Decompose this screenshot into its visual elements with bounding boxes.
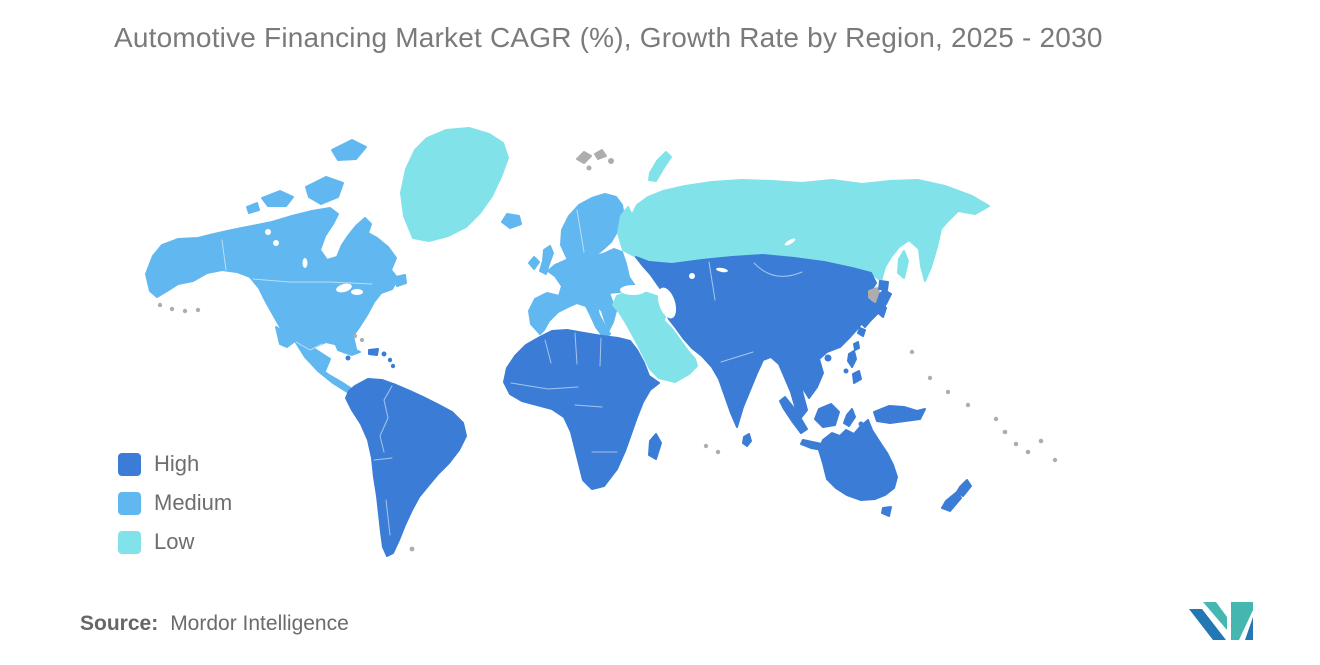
region-caribbean	[345, 348, 396, 369]
region-asia	[635, 254, 887, 447]
legend-swatch-low	[118, 530, 141, 554]
region-new-zealand	[941, 479, 972, 512]
legend-item-medium: Medium	[118, 491, 232, 515]
legend-swatch-high	[118, 452, 141, 476]
region-cuba	[335, 344, 361, 356]
region-africa	[503, 329, 662, 490]
legend-item-high: High	[118, 452, 232, 476]
region-greenland	[400, 127, 509, 242]
logo-blue-band	[1189, 609, 1226, 640]
region-australia	[818, 419, 898, 517]
source-value: Mordor Intelligence	[170, 612, 349, 635]
region-iceland	[501, 213, 522, 229]
mordor-intelligence-logo	[1189, 602, 1253, 640]
legend: High Medium Low	[118, 452, 232, 569]
legend-label-low: Low	[154, 529, 195, 554]
logo-teal-band	[1203, 602, 1227, 630]
small-island-dots	[157, 302, 1058, 552]
logo-teal-block	[1231, 602, 1253, 640]
region-europe	[528, 193, 636, 346]
country-border-lines	[221, 209, 803, 536]
legend-swatch-medium	[118, 491, 141, 515]
region-south-america	[345, 378, 467, 557]
legend-label-high: High	[154, 451, 200, 476]
source-line: Source: Mordor Intelligence	[80, 612, 349, 636]
lakes	[265, 229, 796, 319]
legend-item-low: Low	[118, 530, 232, 554]
source-label: Source:	[80, 612, 159, 635]
legend-label-medium: Medium	[154, 490, 233, 515]
chart-title: Automotive Financing Market CAGR (%), Gr…	[114, 22, 1103, 53]
region-japan	[857, 280, 892, 337]
region-svalbard	[576, 149, 614, 171]
logo-blue-triangle	[1245, 617, 1253, 640]
region-north-america	[145, 139, 407, 403]
